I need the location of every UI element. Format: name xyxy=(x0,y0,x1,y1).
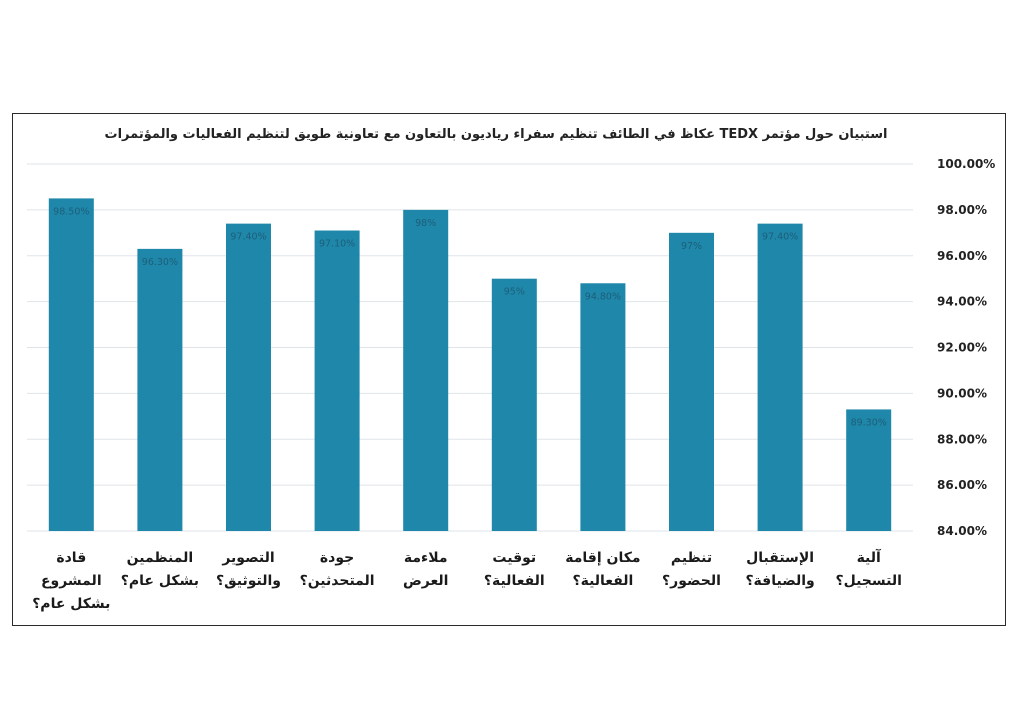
category-label: المنظمين بشكل عام؟ xyxy=(121,550,199,589)
bar xyxy=(757,223,803,531)
bar xyxy=(226,223,271,531)
y-tick-label: 98.00% xyxy=(937,203,987,217)
bar xyxy=(48,198,94,531)
bar xyxy=(137,248,183,531)
y-tick-label: 88.00% xyxy=(937,432,987,446)
bar xyxy=(314,230,360,532)
category-label: قادة المشروع بشكل عام؟ xyxy=(32,550,110,612)
data-labels: 98.50% 96.30% 97.40% 97.10% 98% 95% 94.80% 97% 9… xyxy=(53,206,887,428)
y-tick-label: 94.00% xyxy=(937,295,987,309)
data-label: 97% xyxy=(681,241,702,252)
category-label: مكان إقامة الفعالية؟ xyxy=(565,550,640,589)
bar xyxy=(491,278,537,531)
data-label: 89.30% xyxy=(851,417,887,428)
data-label: 97.40% xyxy=(762,232,798,243)
category-label: آلية التسجيل؟ xyxy=(835,548,901,589)
category-label: جودة المتحدثين؟ xyxy=(300,550,375,589)
bar xyxy=(580,283,626,531)
bar xyxy=(669,232,714,531)
category-labels: قادة المشروع بشكل عام؟ المنظمين بشكل عام؟ الت… xyxy=(32,548,902,612)
data-label: 96.30% xyxy=(142,257,178,268)
y-tick-label: 100.00% xyxy=(937,157,995,171)
data-label: 97.10% xyxy=(319,239,355,250)
y-tick-label: 84.00% xyxy=(937,524,987,538)
y-tick-label: 86.00% xyxy=(937,478,987,492)
chart-frame: استبيان حول مؤتمر TEDX عكاظ في الطائف تن… xyxy=(12,113,1006,626)
y-axis-ticks: 84.00% 86.00% 88.00% 90.00% 92.00% 94.00% 96.0… xyxy=(937,157,995,538)
category-label: ملاءمة العرض xyxy=(403,550,449,589)
y-tick-label: 90.00% xyxy=(937,386,987,400)
data-label: 97.40% xyxy=(230,232,266,243)
bars xyxy=(48,198,892,532)
data-label: 98.50% xyxy=(53,206,89,217)
data-label: 98% xyxy=(415,218,436,229)
bar xyxy=(846,409,892,531)
y-tick-label: 96.00% xyxy=(937,249,987,263)
bar-chart: استبيان حول مؤتمر TEDX عكاظ في الطائف تن… xyxy=(27,127,995,612)
chart-title: استبيان حول مؤتمر TEDX عكاظ في الطائف تن… xyxy=(105,127,888,142)
category-label: الإستقبال والضيافة؟ xyxy=(745,550,814,589)
category-label: التصوير والتوثيق؟ xyxy=(216,550,281,589)
y-tick-label: 92.00% xyxy=(937,341,987,355)
data-label: 94.80% xyxy=(585,291,621,302)
category-label: توقيت الفعالية؟ xyxy=(484,550,545,589)
data-label: 95% xyxy=(504,287,525,298)
category-label: تنظيم الحضور؟ xyxy=(662,550,721,589)
bar xyxy=(403,209,449,531)
